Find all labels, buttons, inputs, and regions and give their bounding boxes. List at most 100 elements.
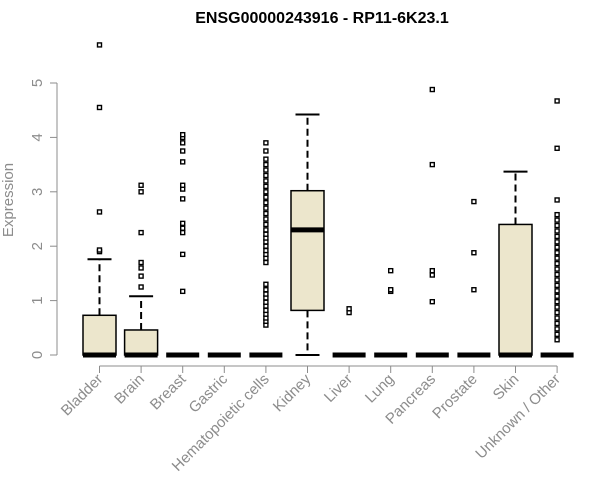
category-label: Breast — [147, 370, 190, 413]
outlier-point — [554, 255, 560, 261]
outlier-point — [554, 304, 560, 310]
outlier-point — [179, 159, 186, 165]
outlier-point — [263, 221, 269, 228]
outlier-point — [554, 282, 560, 289]
outlier-point — [138, 273, 144, 279]
outlier-point — [179, 225, 186, 231]
outlier-point — [263, 216, 269, 222]
outlier-point — [554, 331, 560, 338]
category-label: Brain — [111, 371, 148, 408]
outlier-point — [471, 287, 477, 293]
outlier-point — [554, 217, 560, 223]
outlier-point — [346, 306, 352, 312]
outlier-point — [471, 198, 477, 205]
outlier-point — [554, 228, 560, 234]
outlier-point — [554, 250, 560, 256]
category-label: Bladder — [58, 371, 107, 420]
outlier-point — [96, 209, 103, 215]
outlier-point — [263, 247, 269, 254]
outlier-point — [263, 227, 269, 233]
outlier-point — [263, 167, 269, 173]
outlier-point — [263, 243, 269, 249]
category-label: Prostate — [429, 371, 481, 423]
outlier-point — [263, 189, 269, 195]
box-group — [82, 42, 117, 358]
outlier-point — [554, 337, 560, 343]
outlier-point — [471, 250, 477, 256]
box-group — [498, 170, 533, 358]
outlier-point — [263, 140, 269, 146]
outlier-point — [554, 309, 560, 316]
outlier-point — [554, 271, 560, 278]
outlier-point — [263, 231, 269, 237]
y-axis-label: Expression — [0, 163, 17, 237]
outlier-point — [263, 281, 269, 287]
outlier-point — [554, 277, 560, 283]
outlier-point — [138, 182, 144, 188]
box-group — [123, 182, 159, 358]
outlier-point — [554, 293, 560, 299]
box-iqr — [290, 189, 325, 312]
box-group — [415, 86, 449, 358]
box-group — [540, 98, 574, 358]
outlier-point — [263, 287, 269, 293]
y-tick-label: 4 — [29, 133, 46, 141]
y-tick-label: 5 — [29, 79, 46, 87]
outlier-point — [263, 172, 269, 179]
outlier-point — [554, 239, 560, 245]
outlier-point — [554, 288, 560, 294]
outlier-point — [138, 189, 144, 195]
y-tick-label: 0 — [29, 351, 46, 359]
outlier-point — [429, 161, 435, 168]
outlier-point — [554, 260, 560, 267]
y-tick-label: 2 — [29, 242, 46, 250]
outlier-point — [179, 148, 186, 154]
box-group — [249, 140, 283, 358]
outlier-point — [179, 220, 186, 227]
outlier-point — [554, 145, 560, 151]
outlier-point — [554, 98, 560, 104]
outlier-point — [96, 247, 103, 253]
outlier-point — [263, 299, 269, 305]
box-iqr — [498, 223, 533, 356]
outlier-point — [96, 42, 103, 48]
outlier-point — [179, 251, 186, 258]
outlier-point — [263, 205, 269, 211]
outlier-point — [179, 288, 186, 295]
category-label: Skin — [490, 371, 523, 404]
box-group — [332, 306, 366, 358]
outlier-point — [554, 222, 560, 229]
box-iqr — [82, 314, 117, 356]
outlier-point — [263, 210, 269, 217]
outlier-point — [554, 211, 560, 218]
outlier-point — [263, 183, 269, 190]
outlier-point — [263, 199, 269, 206]
outlier-point — [179, 140, 186, 146]
outlier-point — [179, 182, 186, 188]
outlier-point — [429, 267, 435, 274]
category-label: Liver — [321, 371, 356, 406]
outlier-point — [96, 104, 103, 111]
outlier-point — [554, 197, 560, 203]
outlier-point — [263, 291, 269, 297]
outlier-point — [263, 307, 269, 314]
outlier-point — [429, 272, 435, 278]
outlier-point — [263, 161, 269, 168]
outlier-point — [429, 298, 435, 305]
chart-title: ENSG00000243916 - RP11-6K23.1 — [195, 10, 449, 27]
outlier-point — [263, 259, 269, 266]
box-group — [166, 131, 200, 358]
outlier-point — [263, 178, 269, 184]
outlier-point — [138, 265, 144, 271]
outlier-point — [388, 267, 394, 274]
outlier-point — [554, 326, 560, 332]
outlier-point — [554, 233, 560, 240]
outlier-point — [554, 298, 560, 305]
category-label: Lung — [362, 371, 398, 407]
outlier-point — [263, 148, 269, 154]
y-tick-label: 3 — [29, 188, 46, 196]
outlier-point — [179, 131, 186, 138]
box-iqr — [123, 329, 159, 356]
outlier-point — [554, 244, 560, 250]
